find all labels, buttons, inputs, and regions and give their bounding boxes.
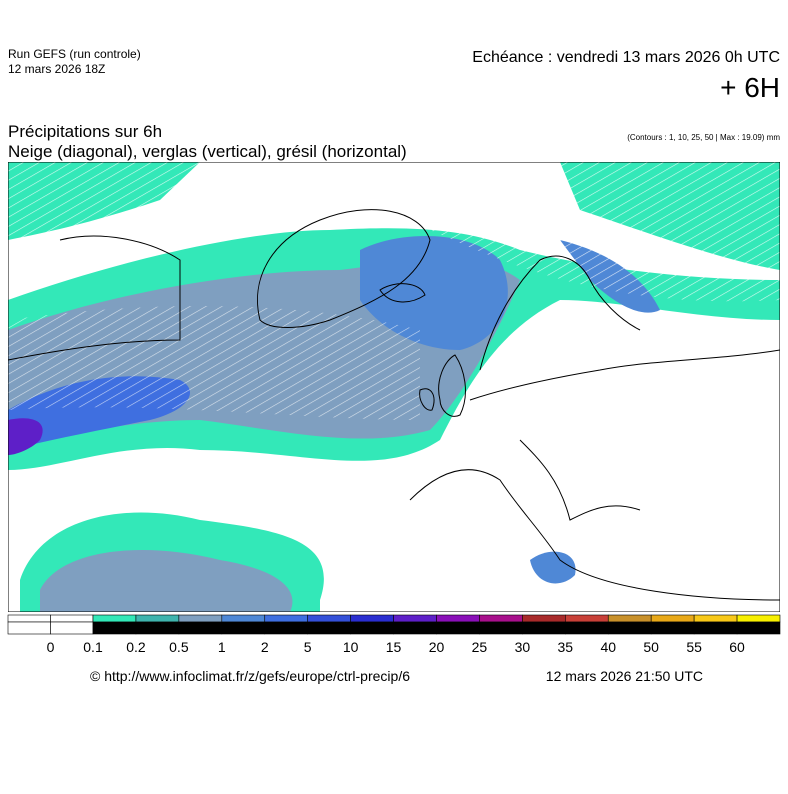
map xyxy=(8,162,780,612)
legend-swatch xyxy=(607,614,652,623)
generated-time: 12 mars 2026 21:50 UTC xyxy=(546,668,703,684)
legend-label: 60 xyxy=(729,639,745,655)
legend-label: 1 xyxy=(218,639,226,655)
legend-swatch-base xyxy=(50,621,94,635)
legend-swatch xyxy=(693,614,738,623)
legend-label: 0 xyxy=(47,639,55,655)
legend-swatch-base xyxy=(607,621,652,635)
legend-swatch xyxy=(92,614,137,623)
legend-label: 30 xyxy=(515,639,531,655)
legend-swatch-base xyxy=(221,621,266,635)
legend-label: 10 xyxy=(343,639,359,655)
legend-swatch-base xyxy=(307,621,351,635)
legend-label: 0.2 xyxy=(126,639,146,655)
legend-swatch-base xyxy=(522,621,566,635)
echeance: Echéance : vendredi 13 mars 2026 0h UTC xyxy=(472,49,780,66)
offset: + 6H xyxy=(720,72,780,103)
run-date: 12 mars 2026 18Z xyxy=(8,62,105,76)
legend-swatch xyxy=(565,614,609,623)
legend-label: 40 xyxy=(600,639,616,655)
legend-swatch-base xyxy=(178,621,223,635)
legend-label: 5 xyxy=(304,639,312,655)
legend-label: 25 xyxy=(472,639,488,655)
legend-label: 50 xyxy=(643,639,659,655)
run-label: Run GEFS (run controle) xyxy=(8,47,141,61)
legend-swatch-base xyxy=(565,621,609,635)
legend-swatch xyxy=(736,614,781,623)
legend-swatch xyxy=(650,614,695,623)
legend-swatch-base xyxy=(736,621,781,635)
legend-swatch xyxy=(7,614,51,623)
legend-swatch-base xyxy=(7,621,51,635)
legend-label: 0.5 xyxy=(169,639,189,655)
legend-swatch-base xyxy=(393,621,437,635)
contours-note: (Contours : 1, 10, 25, 50 | Max : 19.09)… xyxy=(627,133,780,142)
legend-swatch-base xyxy=(479,621,523,635)
source-url: © http://www.infoclimat.fr/z/gefs/europe… xyxy=(90,668,410,684)
legend-label: 2 xyxy=(261,639,269,655)
title-line1: Précipitations sur 6h xyxy=(8,122,162,141)
legend-swatch xyxy=(135,614,180,623)
legend-swatch xyxy=(221,614,266,623)
colorbar: 0 0.1 0.2 0.5 1 2 5 10 15 20 25 30 35 40 50 55 60 xyxy=(7,614,781,655)
legend-swatch xyxy=(350,614,394,623)
legend-swatch-base xyxy=(650,621,695,635)
legend-swatch xyxy=(264,614,308,623)
legend-swatch-base xyxy=(264,621,308,635)
legend-swatch xyxy=(393,614,437,623)
legend-swatch-base xyxy=(92,621,137,635)
legend-swatch-base xyxy=(436,621,480,635)
legend-label: 20 xyxy=(429,639,445,655)
legend-swatch xyxy=(436,614,480,623)
legend-swatch xyxy=(479,614,523,623)
legend-swatch xyxy=(178,614,223,623)
legend-swatch xyxy=(522,614,566,623)
legend-swatch-base xyxy=(350,621,394,635)
legend-label: 35 xyxy=(558,639,574,655)
legend-swatch xyxy=(307,614,351,623)
legend-swatch-base xyxy=(693,621,738,635)
legend-swatch xyxy=(50,614,94,623)
title-line2: Neige (diagonal), verglas (vertical), gr… xyxy=(8,142,407,161)
legend-label: 0.1 xyxy=(83,639,103,655)
legend-swatch-base xyxy=(135,621,180,635)
legend-label: 55 xyxy=(686,639,702,655)
legend-label: 15 xyxy=(386,639,402,655)
